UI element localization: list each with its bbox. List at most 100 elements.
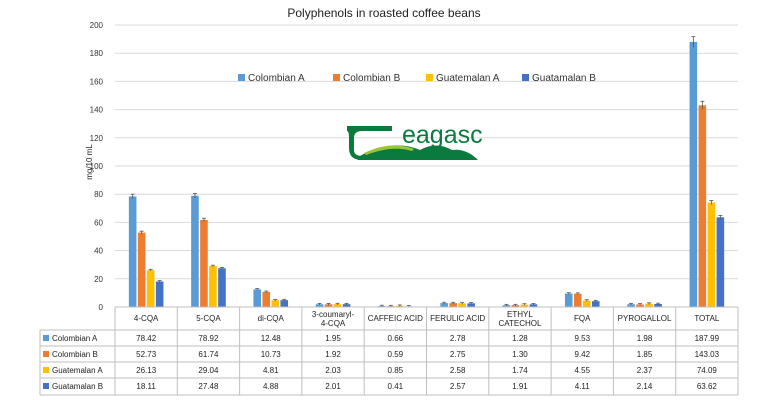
category-label: ETHYL CATECHOL — [498, 310, 542, 328]
table-cell: 0.59 — [388, 350, 404, 359]
legend-swatch — [238, 74, 245, 81]
table-legend-key — [43, 383, 49, 389]
table-cell: 27.48 — [198, 382, 219, 391]
bar — [564, 293, 573, 307]
category-label-line: 3-coumaryl- — [312, 310, 355, 319]
y-axis-label: mg/10 mL — [85, 144, 94, 180]
table-cell: 4.88 — [263, 382, 279, 391]
table-cell: 1.30 — [512, 350, 528, 359]
bar — [467, 303, 475, 307]
bar — [582, 300, 591, 307]
table-cell: 2.57 — [450, 382, 466, 391]
table-cell: 2.78 — [450, 334, 466, 343]
category-label-line: FQA — [574, 314, 591, 323]
table-cell: 0.41 — [388, 382, 404, 391]
bar — [529, 304, 538, 307]
table-cell: 18.11 — [136, 382, 156, 391]
legend-swatch — [522, 74, 529, 81]
bar — [209, 266, 217, 307]
category-label-line: 4-CQA — [321, 319, 346, 328]
error-bars — [130, 36, 723, 307]
y-tick-label: 20 — [94, 275, 103, 284]
bar — [324, 304, 333, 307]
bar — [280, 300, 289, 307]
legend: Colombian A Colombian B Guatemalan A Guatam… — [238, 73, 596, 84]
table-cell: 2.01 — [325, 382, 341, 391]
y-tick-label: 40 — [94, 247, 103, 256]
category-label: PYROGALLOL — [618, 314, 672, 323]
chart-title: Polyphenols in roasted coffee beans — [287, 6, 480, 20]
y-axis-ticks: 0 20 40 60 80 100 120 140 160 180 200 — [90, 21, 104, 312]
category-label-line: 5-CQA — [196, 314, 221, 323]
bar — [449, 303, 457, 307]
table-cell: 1.95 — [325, 334, 341, 343]
table-cell: 2.75 — [450, 350, 466, 359]
bar — [645, 303, 653, 307]
table-cell: 143.03 — [695, 350, 720, 359]
bar — [146, 270, 155, 307]
table-cell: 9.53 — [574, 334, 590, 343]
category-label-line: 4-CQA — [134, 314, 159, 323]
table-cell: 4.55 — [574, 366, 590, 375]
table-cell: 9.42 — [574, 350, 590, 359]
bar — [191, 195, 199, 307]
table-cell: 1.92 — [325, 350, 341, 359]
table-legend-key — [43, 367, 49, 373]
bar — [218, 268, 226, 307]
bar — [440, 303, 448, 307]
legend-label: Colombian A — [248, 73, 305, 84]
y-tick-label: 60 — [94, 218, 103, 227]
category-label: TOTAL — [694, 314, 720, 323]
bar — [155, 281, 164, 307]
teagasc-logo: eagasc — [347, 121, 483, 160]
data-table: Colombian A 78.42 78.92 12.48 1.95 0.66 2.78 1.… — [39, 306, 739, 396]
bar — [689, 41, 698, 307]
bar — [200, 219, 208, 307]
y-tick-label: 200 — [90, 21, 104, 30]
category-label-line: di-CQA — [258, 314, 285, 323]
bar — [654, 303, 662, 307]
legend-swatch — [333, 74, 340, 81]
table-legend-key — [43, 335, 49, 341]
legend-label: Guatemalan A — [436, 73, 500, 84]
table-cell: 0.66 — [388, 334, 404, 343]
table-cell: 1.98 — [637, 334, 653, 343]
bar — [707, 202, 716, 307]
logo-text: eagasc — [402, 121, 483, 149]
table-cell: 78.42 — [136, 334, 157, 343]
bar — [333, 304, 342, 307]
gridlines — [115, 24, 738, 308]
bar — [636, 304, 644, 307]
category-label: CAFFEIC ACID — [368, 314, 423, 323]
category-label: 4-CQA — [134, 314, 159, 323]
y-tick-label: 160 — [90, 77, 104, 86]
category-label: 5-CQA — [196, 314, 221, 323]
table-cell: 2.14 — [637, 382, 653, 391]
table-cell: 2.03 — [325, 366, 341, 375]
table-cell: 2.37 — [637, 366, 653, 375]
table-cell: 1.28 — [512, 334, 528, 343]
legend-swatch — [426, 74, 433, 81]
category-labels: 4-CQA 5-CQA di-CQA 3-coumaryl-4-CQACAFFEIC … — [134, 310, 720, 328]
table-cell: 0.85 — [388, 366, 404, 375]
bar — [716, 217, 725, 307]
table-legend-key — [43, 351, 49, 357]
bar — [698, 105, 707, 307]
table-cell: 29.04 — [198, 366, 219, 375]
bar — [271, 300, 280, 307]
bar — [591, 301, 600, 307]
table-row-label: Guatamalan B — [52, 382, 103, 391]
bar — [253, 289, 262, 307]
bar — [315, 304, 324, 307]
bar — [627, 304, 635, 307]
category-label-line: CAFFEIC ACID — [368, 314, 423, 323]
bar — [342, 304, 351, 307]
legend-label: Colombian B — [343, 73, 401, 84]
table-row-label: Colombian A — [52, 334, 98, 343]
table-cell: 2.58 — [450, 366, 466, 375]
table-cell: 187.99 — [695, 334, 720, 343]
table-cell: 74.09 — [697, 366, 718, 375]
table-row-label: Guatemalan A — [52, 366, 103, 375]
category-label-line: ETHYL — [507, 310, 533, 319]
